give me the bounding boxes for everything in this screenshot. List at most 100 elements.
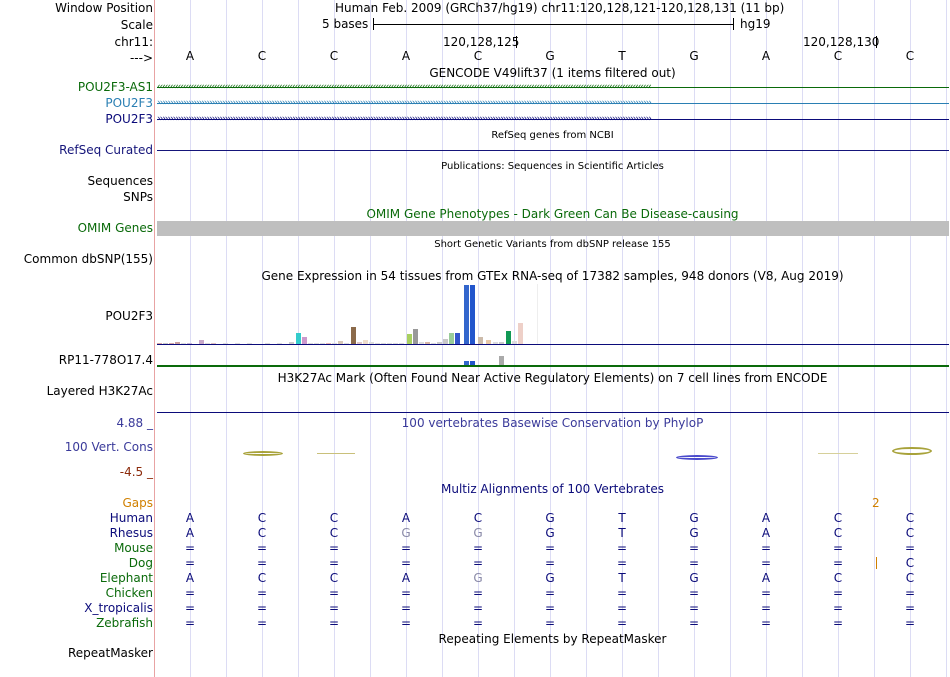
repeatmasker-title[interactable]: Repeating Elements by RepeatMasker (438, 632, 667, 646)
grid-line (262, 0, 263, 677)
alignment-base: = (544, 586, 556, 600)
gtex-tissue-bar[interactable] (506, 331, 511, 345)
species-label-rhesus[interactable]: Rhesus (109, 526, 153, 540)
gtex-pou2f3-label[interactable]: POU2F3 (105, 309, 153, 323)
grid-line (550, 0, 551, 677)
alignment-base: G (689, 571, 699, 585)
alignment-base: A (761, 571, 771, 585)
cons-title[interactable]: 100 vertebrates Basewise Conservation by… (401, 416, 704, 430)
species-label-elephant[interactable]: Elephant (99, 571, 153, 585)
gtex-tissue-bar[interactable] (486, 340, 491, 345)
gtex-tissue-bar[interactable] (437, 342, 442, 345)
gtex-tissue-bar[interactable] (470, 361, 475, 365)
species-label-chicken[interactable]: Chicken (105, 586, 153, 600)
gtex-tissue-bar[interactable] (455, 333, 460, 345)
gtex-tissue-bar[interactable] (464, 285, 469, 345)
gencode-item-pou2f3-as1-feature[interactable]: ‹‹‹‹‹‹‹‹‹‹‹‹‹‹‹‹‹‹‹‹‹‹‹‹‹‹‹‹‹‹‹‹‹‹‹‹‹‹‹‹… (157, 82, 949, 92)
gtex-title[interactable]: Gene Expression in 54 tissues from GTEx … (261, 269, 844, 283)
gencode-item-pou2f3-label[interactable]: POU2F3 (105, 96, 153, 110)
omim-feature-bar[interactable] (157, 221, 949, 236)
common-dbsnp-label[interactable]: Common dbSNP(155) (23, 252, 153, 266)
gtex-tissue-bar[interactable] (443, 339, 448, 345)
gtex-tissue-bar[interactable] (512, 341, 517, 345)
alignment-base: A (185, 526, 195, 540)
gtex-tissue-bar[interactable] (302, 337, 307, 345)
alignment-base: = (544, 616, 556, 630)
species-label-dog[interactable]: Dog (128, 556, 153, 570)
species-label-zebrafish[interactable]: Zebrafish (96, 616, 153, 630)
gtex-tissue-bar[interactable] (413, 329, 418, 345)
gencode-item-pou2f3-feature[interactable]: ››››››››››››››››››››››››››››››››››››››››… (157, 98, 949, 108)
gtex-tissue-bar[interactable] (407, 334, 412, 345)
alignment-base: A (401, 511, 411, 525)
refseq-curated-label[interactable]: RefSeq Curated (59, 143, 153, 157)
cons-signal-2 (317, 453, 355, 454)
gtex-tissue-bar[interactable] (425, 342, 430, 345)
alignment-base: G (689, 526, 699, 540)
gtex-tissue-bar[interactable] (419, 342, 424, 345)
alignment-base: A (761, 511, 771, 525)
gtex-tissue-bar[interactable] (464, 361, 469, 365)
refseq-feature-line[interactable] (157, 150, 949, 151)
omim-title[interactable]: OMIM Gene Phenotypes - Dark Green Can Be… (366, 207, 739, 221)
alignment-base: = (472, 541, 484, 555)
gtex-tissue-bar[interactable] (499, 342, 504, 345)
omim-genes-label[interactable]: OMIM Genes (77, 221, 153, 235)
grid-line (946, 0, 947, 677)
gtex-tissue-bar[interactable] (199, 340, 204, 345)
species-label-x_tropicalis[interactable]: X_tropicalis (84, 601, 153, 615)
gtex-tissue-bar[interactable] (499, 356, 504, 365)
gtex-tissue-bar[interactable] (296, 333, 301, 345)
gtex-tissue-bar[interactable] (338, 341, 343, 345)
gencode-item-pou2f3-as1-label[interactable]: POU2F3-AS1 (77, 80, 153, 94)
gtex-tissue-bar[interactable] (289, 342, 294, 345)
multiz-title[interactable]: Multiz Alignments of 100 Vertebrates (440, 482, 665, 496)
snps-label[interactable]: SNPs (123, 190, 153, 204)
gencode-item-pou2f3-2-label[interactable]: POU2F3 (105, 112, 153, 126)
gtex-tissue-bar[interactable] (449, 333, 454, 345)
gtex-tissue-bar[interactable] (351, 327, 356, 345)
dbsnp-title[interactable]: Short Genetic Variants from dbSNP releas… (434, 239, 671, 250)
gtex-tissue-bar[interactable] (363, 340, 368, 345)
refseq-title[interactable]: RefSeq genes from NCBI (491, 130, 614, 141)
sequences-label[interactable]: Sequences (87, 174, 153, 188)
window-position-value[interactable]: Human Feb. 2009 (GRCh37/hg19) chr11:120,… (335, 1, 785, 15)
gencode-title[interactable]: GENCODE V49lift37 (1 items filtered out) (429, 66, 676, 80)
alignment-base: = (328, 541, 340, 555)
gtex-tissue-bar[interactable] (493, 342, 498, 345)
gtex-tissue-bar[interactable] (357, 342, 362, 345)
layered-h3k27ac-label[interactable]: Layered H3K27Ac (46, 384, 153, 398)
gaps-label[interactable]: Gaps (122, 496, 153, 510)
grid-line (370, 0, 371, 677)
species-label-human[interactable]: Human (109, 511, 153, 525)
alignment-base: G (689, 511, 699, 525)
alignment-base: = (616, 541, 628, 555)
gtex-tissue-bar[interactable] (518, 323, 523, 345)
gtex-bar-panel[interactable] (157, 284, 538, 345)
alignment-base: = (688, 601, 700, 615)
species-label-mouse[interactable]: Mouse (114, 541, 153, 555)
alignment-base: = (616, 616, 628, 630)
gencode-item-pou2f3-2-feature[interactable]: ››››››››››››››››››››››››››››››››››››››››… (157, 114, 949, 124)
gtex-tissue-bar[interactable] (175, 342, 180, 345)
gtex-tissue-bar[interactable] (470, 285, 475, 345)
alignment-base: C (329, 511, 339, 525)
h3k27ac-title[interactable]: H3K27Ac Mark (Often Found Near Active Re… (277, 371, 828, 385)
alignment-base: = (184, 541, 196, 555)
gtex-tissue-bar[interactable] (369, 342, 374, 345)
label-divider (154, 0, 155, 677)
vert-cons-label[interactable]: 100 Vert. Cons (64, 440, 153, 454)
gtex-bar-panel-2[interactable] (157, 354, 537, 365)
alignment-base: C (473, 511, 483, 525)
alignment-base: = (184, 616, 196, 630)
grid-line (406, 0, 407, 677)
alignment-base: = (400, 541, 412, 555)
cons-max-label: 4.88 _ (116, 416, 153, 430)
base-letter: C (329, 49, 339, 63)
gtex-tissue-bar[interactable] (478, 337, 483, 345)
publications-title[interactable]: Publications: Sequences in Scientific Ar… (441, 161, 664, 172)
repeatmasker-label[interactable]: RepeatMasker (67, 646, 153, 660)
position-tick-2 (876, 36, 877, 48)
gtex-pou2f3-gene-line (157, 344, 949, 345)
gtex-rp11-label[interactable]: RP11-778O17.4 (58, 353, 153, 367)
